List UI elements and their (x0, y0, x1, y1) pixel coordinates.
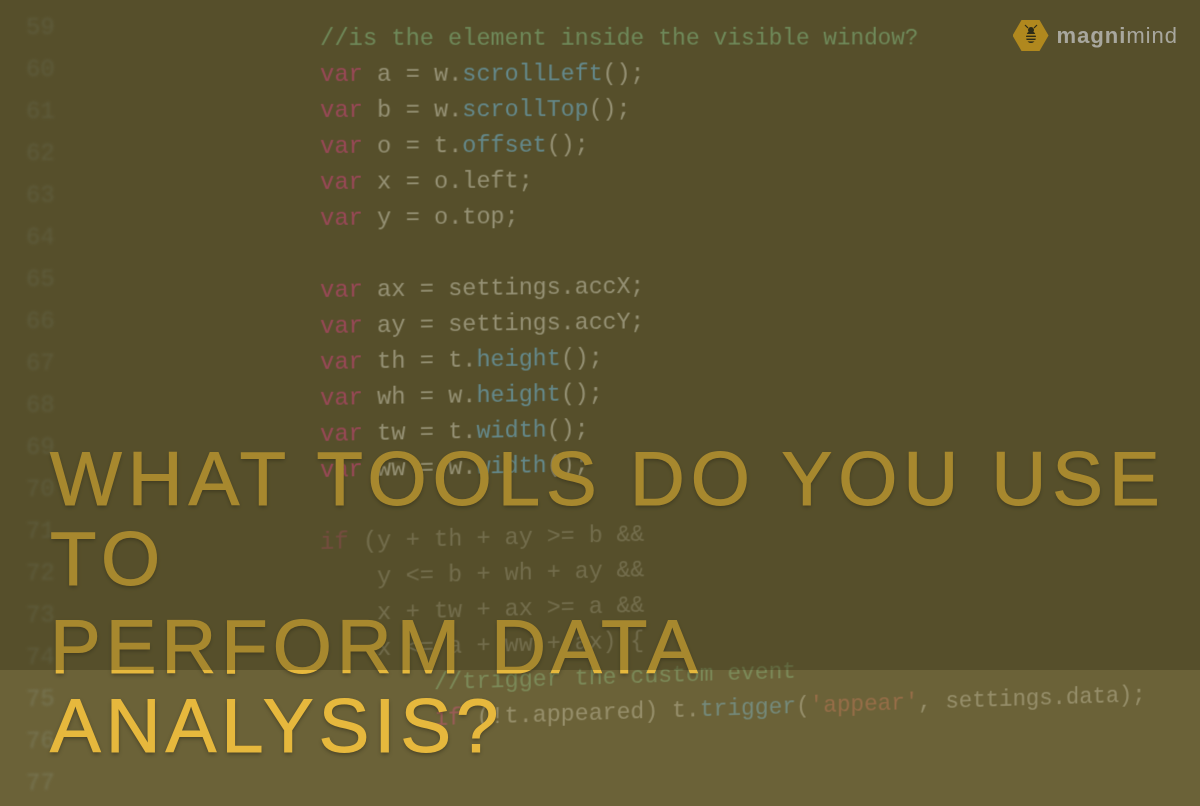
code-line: var b = w.scrollTop(); (320, 91, 1146, 130)
line-number: 60 (26, 50, 55, 92)
line-number: 63 (26, 176, 55, 218)
headline-line-1: WHAT TOOLS DO YOU USE TO (50, 440, 1170, 600)
line-number: 66 (26, 302, 55, 344)
line-number: 68 (26, 386, 55, 428)
line-number: 77 (26, 763, 55, 806)
line-number: 59 (26, 8, 55, 50)
line-number: 61 (26, 92, 55, 134)
brand-logo: magnimind (1013, 18, 1178, 54)
bee-hex-icon (1013, 18, 1049, 54)
line-number: 62 (26, 134, 55, 176)
brand-text: magnimind (1057, 23, 1178, 49)
line-number: 64 (26, 218, 55, 260)
line-number: 65 (26, 260, 55, 302)
headline-line-2: PERFORM DATA ANALYSIS? (50, 608, 1170, 768)
headline: WHAT TOOLS DO YOU USE TO PERFORM DATA AN… (50, 440, 1170, 767)
code-line: var o = t.offset(); (320, 126, 1146, 166)
code-line: var a = w.scrollLeft(); (320, 57, 1146, 94)
line-number: 67 (26, 344, 55, 386)
